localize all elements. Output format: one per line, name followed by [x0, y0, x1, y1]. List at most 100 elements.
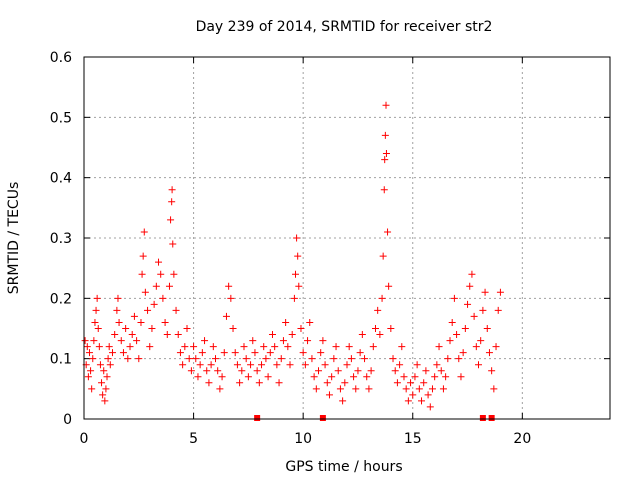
- x-tick-label: 20: [513, 431, 531, 447]
- data-point: [114, 294, 122, 302]
- data-point: [93, 294, 101, 302]
- data-point: [352, 385, 360, 393]
- data-point: [167, 216, 175, 224]
- data-point: [413, 361, 421, 369]
- data-point: [229, 325, 237, 332]
- x-tick-label: 5: [189, 431, 198, 447]
- y-axis-ticks: 0 0.1 0.2 0.3 0.4 0.5 0.6: [50, 50, 610, 428]
- data-point: [345, 343, 353, 351]
- data-point: [402, 385, 410, 393]
- data-point: [310, 373, 318, 381]
- data-point: [135, 355, 143, 363]
- data-point: [464, 300, 472, 308]
- data-point: [220, 349, 228, 357]
- data-point: [104, 355, 112, 363]
- data-point: [361, 355, 369, 363]
- y-tick-label: 0.2: [50, 291, 72, 307]
- data-point: [459, 349, 467, 357]
- data-point: [468, 270, 476, 278]
- data-point: [138, 270, 146, 278]
- data-point: [376, 331, 384, 339]
- data-point: [187, 367, 195, 375]
- data-point: [96, 361, 104, 369]
- data-point: [494, 306, 502, 314]
- data-point: [231, 349, 239, 357]
- data-point: [137, 318, 145, 326]
- data-point: [488, 367, 496, 375]
- data-point: [282, 318, 290, 326]
- data-point: [105, 343, 113, 351]
- data-point: [369, 343, 377, 351]
- data-point: [426, 403, 434, 411]
- data-point: [205, 379, 213, 387]
- data-point: [81, 337, 89, 345]
- data-point: [251, 349, 259, 357]
- data-point: [183, 325, 191, 332]
- data-point: [225, 282, 233, 290]
- data-point: [365, 385, 373, 393]
- data-point: [264, 373, 272, 381]
- y-tick-label: 0: [63, 412, 72, 428]
- data-point: [103, 373, 111, 381]
- data-point: [367, 367, 375, 375]
- data-point: [363, 373, 371, 381]
- data-point: [290, 294, 298, 302]
- y-tick-label: 0.6: [50, 50, 72, 66]
- data-point: [196, 361, 204, 369]
- data-point: [341, 379, 349, 387]
- data-point: [214, 367, 222, 375]
- data-point: [83, 343, 91, 351]
- data-point: [207, 361, 215, 369]
- data-point: [233, 361, 241, 369]
- data-point: [91, 318, 99, 326]
- data-point: [87, 367, 95, 375]
- data-point: [479, 306, 487, 314]
- data-point: [295, 282, 303, 290]
- data-point: [100, 367, 108, 375]
- data-point: [299, 349, 307, 357]
- data-point: [304, 337, 312, 345]
- data-point: [481, 288, 489, 296]
- data-point: [439, 385, 447, 393]
- data-point: [117, 337, 125, 345]
- data-point: [216, 385, 224, 393]
- data-point: [336, 385, 344, 393]
- data-point: [266, 349, 274, 357]
- data-point: [453, 331, 461, 339]
- data-point: [242, 355, 250, 363]
- data-point: [253, 367, 261, 375]
- data-point: [260, 343, 268, 351]
- data-point: [418, 397, 426, 405]
- data-point: [384, 228, 392, 236]
- data-point: [286, 361, 294, 369]
- data-point: [466, 282, 474, 290]
- data-point: [321, 361, 329, 369]
- data-point: [358, 331, 366, 339]
- data-point: [420, 379, 428, 387]
- data-point: [273, 361, 281, 369]
- data-point: [382, 101, 390, 109]
- data-point: [424, 391, 432, 399]
- data-point: [409, 391, 417, 399]
- data-point: [444, 355, 452, 363]
- data-point: [124, 355, 132, 363]
- data-point: [404, 397, 412, 405]
- data-point: [317, 349, 325, 357]
- data-point: [396, 361, 404, 369]
- data-point: [169, 240, 177, 248]
- data-point: [381, 131, 389, 139]
- data-point: [385, 282, 393, 290]
- data-points: [81, 101, 504, 411]
- data-point: [297, 325, 305, 332]
- data-point: [155, 258, 163, 266]
- data-point: [308, 355, 316, 363]
- data-point: [407, 379, 415, 387]
- data-point: [128, 331, 136, 339]
- data-point: [247, 361, 255, 369]
- data-point: [477, 337, 485, 345]
- data-point: [122, 325, 130, 332]
- data-point: [106, 361, 114, 369]
- data-point: [111, 331, 119, 339]
- data-point: [255, 379, 263, 387]
- gap-marker: [488, 415, 495, 421]
